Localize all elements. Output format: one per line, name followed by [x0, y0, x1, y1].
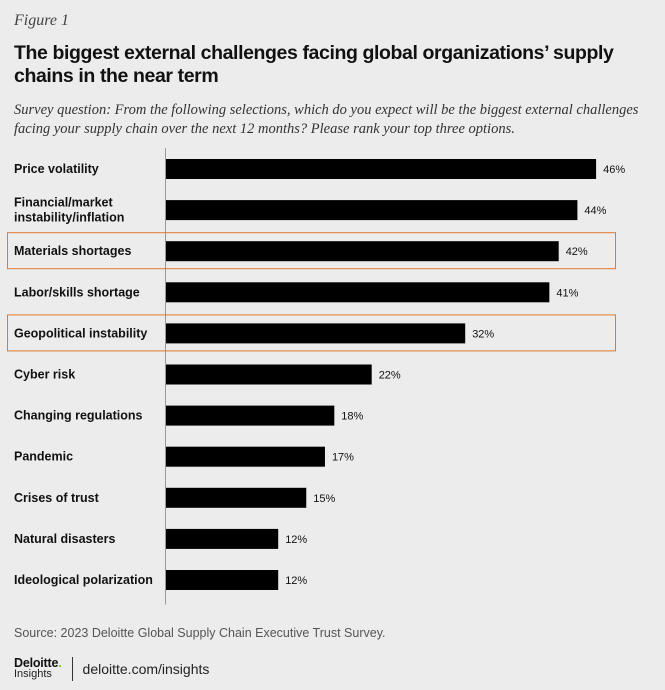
bar — [166, 364, 372, 385]
category-label: Labor/skills shortage — [14, 285, 140, 299]
data-label: 17% — [332, 452, 354, 464]
category-label: Changing regulations — [14, 409, 143, 423]
category-label: Crises of trust — [14, 491, 100, 505]
data-label: 12% — [285, 534, 307, 546]
category-label: Geopolitical instability — [14, 326, 147, 340]
bar-chart-svg: Price volatility 46% Financial/market insta… — [7, 148, 625, 605]
data-label: 22% — [379, 370, 401, 382]
figure-label: Figure 1 — [14, 12, 69, 29]
category-label: Price volatility — [14, 162, 99, 176]
category-label: Financial/market instability/inflation — [14, 196, 124, 225]
data-label: 12% — [285, 575, 307, 587]
bar — [166, 446, 325, 467]
chart-subtitle: Survey question: From the following sele… — [14, 102, 639, 137]
logo-dot: . — [58, 656, 62, 670]
bar — [166, 570, 279, 590]
data-label: 41% — [556, 287, 578, 299]
bar — [166, 282, 550, 303]
bar — [166, 159, 597, 179]
category-label: Cyber risk — [14, 368, 75, 382]
bar — [166, 323, 466, 344]
bar — [166, 241, 559, 262]
data-label: 42% — [566, 246, 588, 258]
bar-chart: Price volatility 46% Financial/market insta… — [0, 148, 665, 608]
logo-wordmark: Deloitte — [14, 656, 59, 670]
data-label: 46% — [603, 164, 625, 176]
data-label: 18% — [341, 411, 363, 423]
bar — [166, 487, 307, 508]
highlight-box — [7, 314, 616, 352]
category-label: Pandemic — [14, 450, 73, 464]
footer-divider — [71, 657, 73, 681]
highlight-box — [7, 232, 616, 270]
category-label: Natural disasters — [14, 532, 115, 546]
source-note: Source: 2023 Deloitte Global Supply Chai… — [14, 626, 386, 640]
bar — [166, 200, 578, 221]
data-label: 32% — [472, 328, 494, 340]
data-label: 44% — [584, 205, 606, 217]
category-label: Ideological polarization — [14, 573, 153, 587]
logo-subtext: Insights — [14, 668, 52, 680]
footer: Deloitte. Insights deloitte.com/insights — [14, 654, 209, 684]
deloitte-insights-link[interactable]: deloitte.com/insights — [82, 661, 210, 677]
deloitte-insights-logo: Deloitte. Insights — [14, 656, 62, 680]
chart-title: The biggest external challenges facing g… — [14, 42, 614, 87]
data-label: 15% — [313, 493, 335, 505]
bar — [166, 405, 335, 426]
category-label: Materials shortages — [14, 244, 131, 258]
bar — [166, 528, 279, 549]
